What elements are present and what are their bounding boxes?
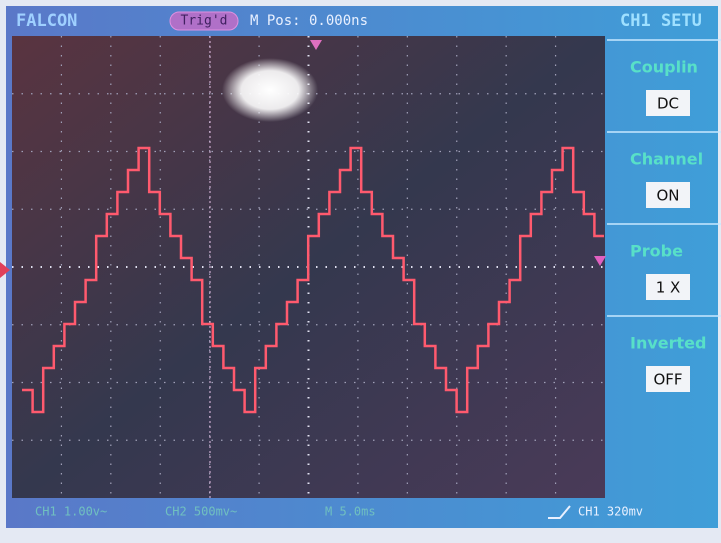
trigger-level: CH1 320mv	[578, 505, 643, 519]
scope-screen: FALCON Trig'd M Pos: 0.000ns CH1 SETU Co…	[0, 0, 721, 543]
menu-label: Probe	[630, 242, 683, 261]
menu-value: DC	[657, 95, 679, 113]
glare	[222, 58, 318, 122]
menu-label: Channel	[630, 150, 703, 169]
ch2-scale: CH2 500mv~	[165, 505, 237, 519]
ch1-scale: CH1 1.00v~	[35, 505, 107, 519]
menu-label: Inverted	[630, 334, 706, 353]
menu-value: OFF	[653, 371, 682, 389]
horizontal-position: M Pos: 0.000ns	[250, 13, 368, 29]
trigger-status: Trig'd	[181, 14, 228, 29]
menu-value: ON	[656, 187, 679, 205]
menu-title: CH1 SETU	[620, 11, 702, 31]
oscilloscope-photo: FALCON Trig'd M Pos: 0.000ns CH1 SETU Co…	[0, 0, 721, 543]
brand: FALCON	[16, 11, 77, 31]
menu-label: Couplin	[630, 58, 698, 77]
menu-value: 1 X	[656, 279, 681, 297]
timebase: M 5.0ms	[325, 505, 376, 519]
